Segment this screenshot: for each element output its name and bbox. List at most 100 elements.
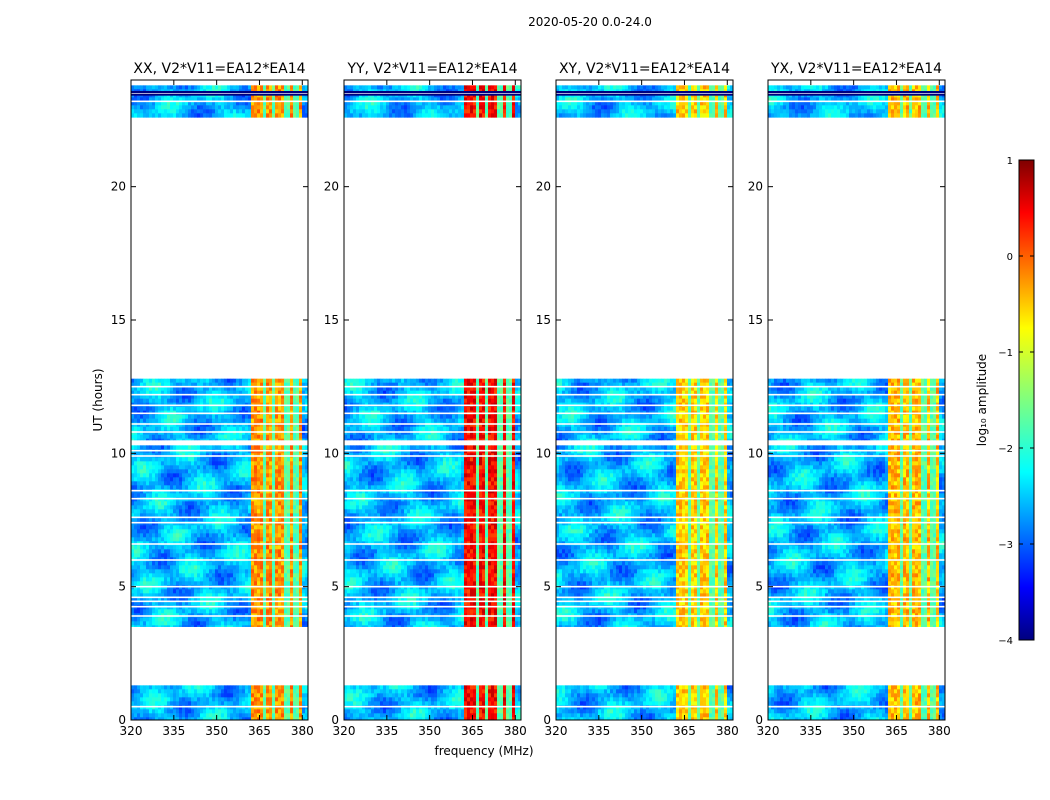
y-tick-label: 15	[111, 313, 126, 327]
dark-row	[556, 93, 733, 96]
dark-row	[131, 91, 308, 93]
panel-title: XY, V2*V11=EA12*EA14	[559, 61, 730, 77]
flag-gap	[768, 393, 945, 396]
colorbar-tick-label: −1	[998, 348, 1013, 359]
flag-gap	[556, 516, 733, 519]
flag-gap	[556, 596, 733, 599]
flag-gap	[556, 585, 733, 588]
panel-2: YY, V2*V11=EA12*EA14 320 335 350 365 380 0 5 10 1…	[324, 61, 527, 738]
flag-gap	[131, 559, 308, 561]
x-tick-label: 335	[375, 724, 398, 738]
x-tick-label: 335	[799, 724, 822, 738]
flag-gap	[344, 559, 521, 561]
panel-frame	[555, 79, 734, 721]
flag-gap	[344, 423, 521, 425]
x-tick-label: 350	[842, 724, 865, 738]
flag-gap	[344, 385, 521, 388]
flag-gap	[768, 605, 945, 608]
y-tick-label: 5	[755, 580, 763, 594]
dark-row	[768, 91, 945, 93]
flag-gap	[768, 385, 945, 388]
panel-1: XX, V2*V11=EA12*EA14 320 335 350 365 380 0 5 10 1…	[111, 61, 314, 738]
figure-title: 2020-05-20 0.0-24.0	[528, 15, 652, 29]
colorbar-gradient	[1018, 159, 1035, 641]
flag-gap	[131, 543, 308, 545]
flag-gap	[556, 543, 733, 545]
panel-title: YY, V2*V11=EA12*EA14	[346, 61, 517, 77]
x-tick-label: 380	[291, 724, 314, 738]
y-tick-label: 15	[748, 313, 763, 327]
heatmap-cells	[131, 85, 308, 720]
y-tick-label: 5	[543, 580, 551, 594]
flag-gap	[768, 705, 945, 708]
panel-3: XY, V2*V11=EA12*EA14 320 335 350 365 380 0 5 10 1…	[536, 61, 739, 738]
flag-gap	[768, 449, 945, 452]
flag-gap	[131, 521, 308, 524]
flag-gap	[768, 431, 945, 433]
flag-gap	[768, 404, 945, 407]
flag-gap	[131, 600, 308, 603]
dark-row	[556, 91, 733, 93]
y-tick-label: 20	[324, 180, 339, 194]
y-tick-label: 20	[748, 180, 763, 194]
flag-gap	[344, 615, 521, 617]
flag-gap	[344, 100, 521, 103]
y-tick-label: 10	[324, 446, 339, 460]
x-tick-label: 350	[418, 724, 441, 738]
y-tick-label: 15	[324, 313, 339, 327]
flag-gap	[131, 92, 308, 95]
flag-gap	[556, 455, 733, 457]
flag-gap	[131, 605, 308, 608]
panel-frame	[343, 79, 522, 721]
flag-gap	[131, 100, 308, 103]
panel-frame	[767, 79, 946, 721]
flag-gap	[344, 455, 521, 457]
flag-gap	[131, 489, 308, 492]
flag-gap	[131, 412, 308, 415]
flag-gap	[556, 404, 733, 407]
heatmap-cells	[556, 85, 733, 720]
flag-gap	[131, 585, 308, 588]
y-tick-label: 10	[111, 446, 126, 460]
flag-gap	[131, 449, 308, 452]
flag-gap	[556, 449, 733, 452]
flag-gap	[131, 455, 308, 457]
y-tick-label: 5	[331, 580, 339, 594]
y-tick-label: 5	[118, 580, 126, 594]
flag-gap	[344, 489, 521, 492]
flag-gap	[556, 615, 733, 617]
x-tick-label: 350	[205, 724, 228, 738]
flag-gap	[768, 516, 945, 519]
colorbar-label: log₁₀ amplitude	[975, 354, 989, 446]
flag-gap	[768, 559, 945, 561]
flag-gap	[131, 431, 308, 433]
heatmap-cells	[344, 85, 521, 720]
flag-gap	[344, 600, 521, 603]
colorbar-tick-label: −2	[998, 444, 1013, 455]
flag-gap	[556, 385, 733, 388]
panel-4: YX, V2*V11=EA12*EA14 320 335 350 365 380 0 5 10 1…	[748, 61, 951, 738]
flag-gap	[556, 100, 733, 103]
dark-row	[131, 93, 308, 96]
flag-gap	[131, 615, 308, 617]
flag-gap	[131, 393, 308, 396]
colorbar-tick-label: 1	[1007, 156, 1013, 167]
x-tick-label: 320	[120, 724, 143, 738]
y-axis-label: UT (hours)	[91, 368, 105, 431]
flag-gap	[768, 92, 945, 95]
flag-gap	[344, 497, 521, 500]
x-tick-label: 380	[716, 724, 739, 738]
x-tick-label: 380	[504, 724, 527, 738]
panels-group: XX, V2*V11=EA12*EA14 320 335 350 365 380 0 5 10 1…	[111, 61, 951, 738]
dark-row	[344, 93, 521, 96]
flag-gap	[556, 393, 733, 396]
flag-gap	[768, 596, 945, 599]
flag-gap	[556, 705, 733, 708]
flag-gap	[768, 489, 945, 492]
flag-gap	[344, 449, 521, 452]
flag-gap	[556, 412, 733, 415]
flag-gap	[768, 100, 945, 103]
flag-gap	[344, 543, 521, 545]
y-tick-label: 0	[118, 713, 126, 727]
x-tick-label: 365	[461, 724, 484, 738]
